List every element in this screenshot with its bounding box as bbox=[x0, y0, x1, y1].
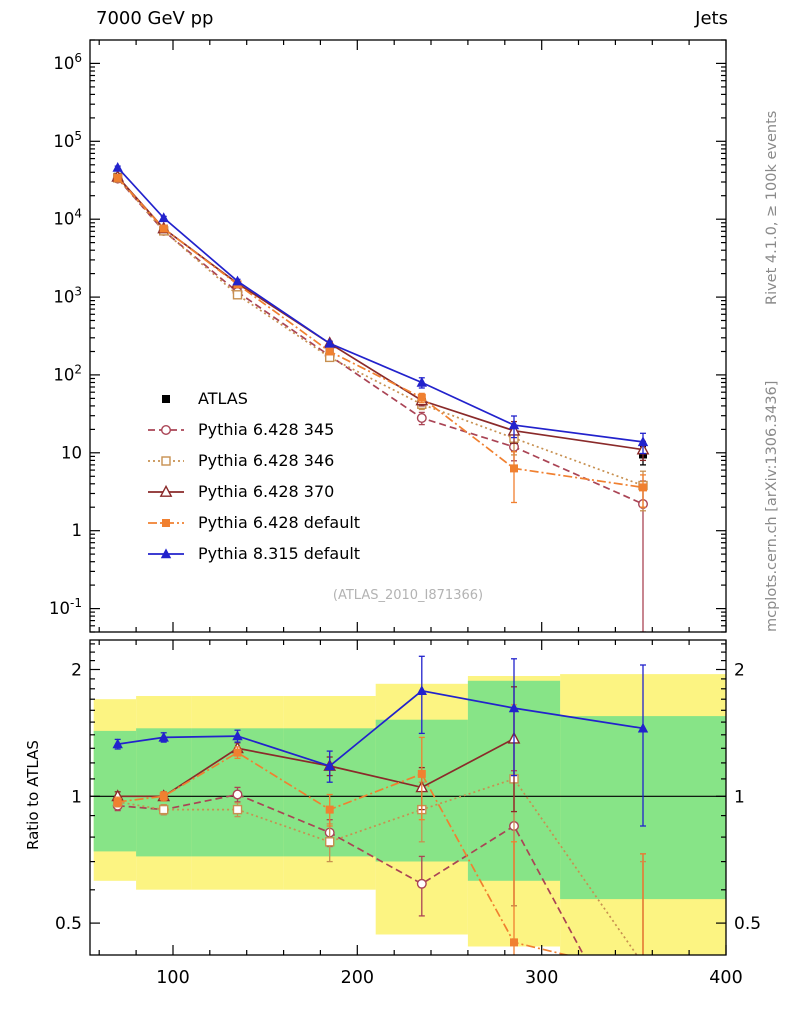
legend-marker-square-open bbox=[148, 455, 184, 466]
legend-label: Pythia 6.428 370 bbox=[198, 482, 335, 501]
svg-text:100: 100 bbox=[156, 968, 189, 988]
legend-label: Pythia 6.428 346 bbox=[198, 451, 335, 470]
legend-marker-triangle-open bbox=[148, 484, 184, 497]
observable-title: Jets bbox=[695, 8, 728, 29]
legend-item-pythia-6-428-370: Pythia 6.428 370 bbox=[146, 476, 360, 507]
beam-title: 7000 GeV pp bbox=[96, 8, 214, 29]
svg-text:103: 103 bbox=[53, 285, 82, 307]
svg-text:102: 102 bbox=[53, 362, 82, 384]
svg-text:1: 1 bbox=[71, 787, 82, 807]
svg-text:1: 1 bbox=[72, 521, 83, 540]
svg-text:104: 104 bbox=[53, 207, 82, 229]
svg-text:400: 400 bbox=[709, 968, 742, 988]
ratio-series bbox=[111, 655, 649, 955]
legend-marker-triangle-filled bbox=[148, 547, 184, 558]
svg-text:10-1: 10-1 bbox=[49, 596, 82, 618]
legend-label: ATLAS bbox=[198, 389, 248, 408]
legend-item-pythia-6-428-default: Pythia 6.428 default bbox=[146, 507, 360, 538]
legend-label: Pythia 6.428 345 bbox=[198, 420, 335, 439]
analysis-id-watermark: (ATLAS_2010_I871366) bbox=[332, 588, 484, 603]
legend-item-pythia-8-315-default: Pythia 8.315 default bbox=[146, 538, 360, 569]
svg-text:200: 200 bbox=[341, 968, 374, 988]
legend: ATLAS Pythia 6.428 345 Pythia 6.428 346 Pyt… bbox=[146, 383, 360, 569]
svg-text:106: 106 bbox=[53, 51, 82, 73]
legend-marker-square-filled bbox=[148, 518, 184, 527]
legend-item-pythia-6-428-346: Pythia 6.428 346 bbox=[146, 445, 360, 476]
axes: 10-1 1 10 102 103 104 105 106 0.5 0.5 1 1 2 2 100 200 30… bbox=[49, 39, 761, 988]
svg-text:2: 2 bbox=[71, 661, 82, 681]
svg-text:0.5: 0.5 bbox=[734, 914, 761, 934]
main-series bbox=[111, 162, 650, 632]
legend-label: Pythia 6.428 default bbox=[198, 513, 361, 532]
svg-text:1: 1 bbox=[734, 787, 745, 807]
svg-text:10: 10 bbox=[61, 443, 82, 462]
legend-marker-circle-open bbox=[148, 424, 184, 435]
legend-label: Pythia 8.315 default bbox=[198, 544, 361, 563]
legend-item-atlas: ATLAS bbox=[146, 383, 360, 414]
svg-text:2: 2 bbox=[734, 661, 745, 681]
legend-item-pythia-6-428-345: Pythia 6.428 345 bbox=[146, 414, 360, 445]
svg-text:0.5: 0.5 bbox=[55, 914, 82, 934]
legend-marker-square-filled bbox=[162, 394, 170, 403]
uncertainty-bands bbox=[93, 674, 726, 955]
svg-text:300: 300 bbox=[525, 968, 558, 988]
svg-text:105: 105 bbox=[53, 129, 82, 151]
